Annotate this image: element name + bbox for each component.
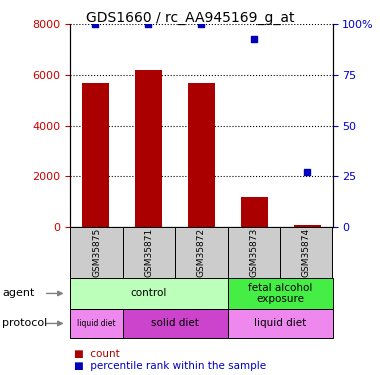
Text: GSM35873: GSM35873 bbox=[249, 228, 258, 277]
Text: control: control bbox=[131, 288, 167, 298]
Point bbox=[304, 169, 310, 175]
Point bbox=[198, 21, 204, 27]
Text: GSM35871: GSM35871 bbox=[144, 228, 154, 277]
Text: solid diet: solid diet bbox=[151, 318, 199, 328]
Bar bbox=[82, 82, 109, 227]
Text: ■  percentile rank within the sample: ■ percentile rank within the sample bbox=[74, 361, 266, 370]
Bar bbox=[135, 70, 162, 227]
Text: GDS1660 / rc_AA945169_g_at: GDS1660 / rc_AA945169_g_at bbox=[86, 11, 294, 25]
Text: GSM35872: GSM35872 bbox=[197, 228, 206, 277]
Point bbox=[146, 21, 152, 27]
Text: protocol: protocol bbox=[2, 318, 47, 328]
Text: fetal alcohol
exposure: fetal alcohol exposure bbox=[248, 283, 312, 304]
Text: ■  count: ■ count bbox=[74, 350, 120, 359]
Point bbox=[251, 36, 257, 42]
Bar bbox=[294, 225, 321, 227]
Bar bbox=[188, 82, 215, 227]
Text: agent: agent bbox=[2, 288, 34, 298]
Text: GSM35875: GSM35875 bbox=[92, 228, 101, 277]
Text: liquid diet: liquid diet bbox=[77, 319, 116, 328]
Point bbox=[92, 21, 98, 27]
Text: GSM35874: GSM35874 bbox=[302, 228, 311, 277]
Text: liquid diet: liquid diet bbox=[254, 318, 306, 328]
Bar bbox=[241, 196, 268, 227]
